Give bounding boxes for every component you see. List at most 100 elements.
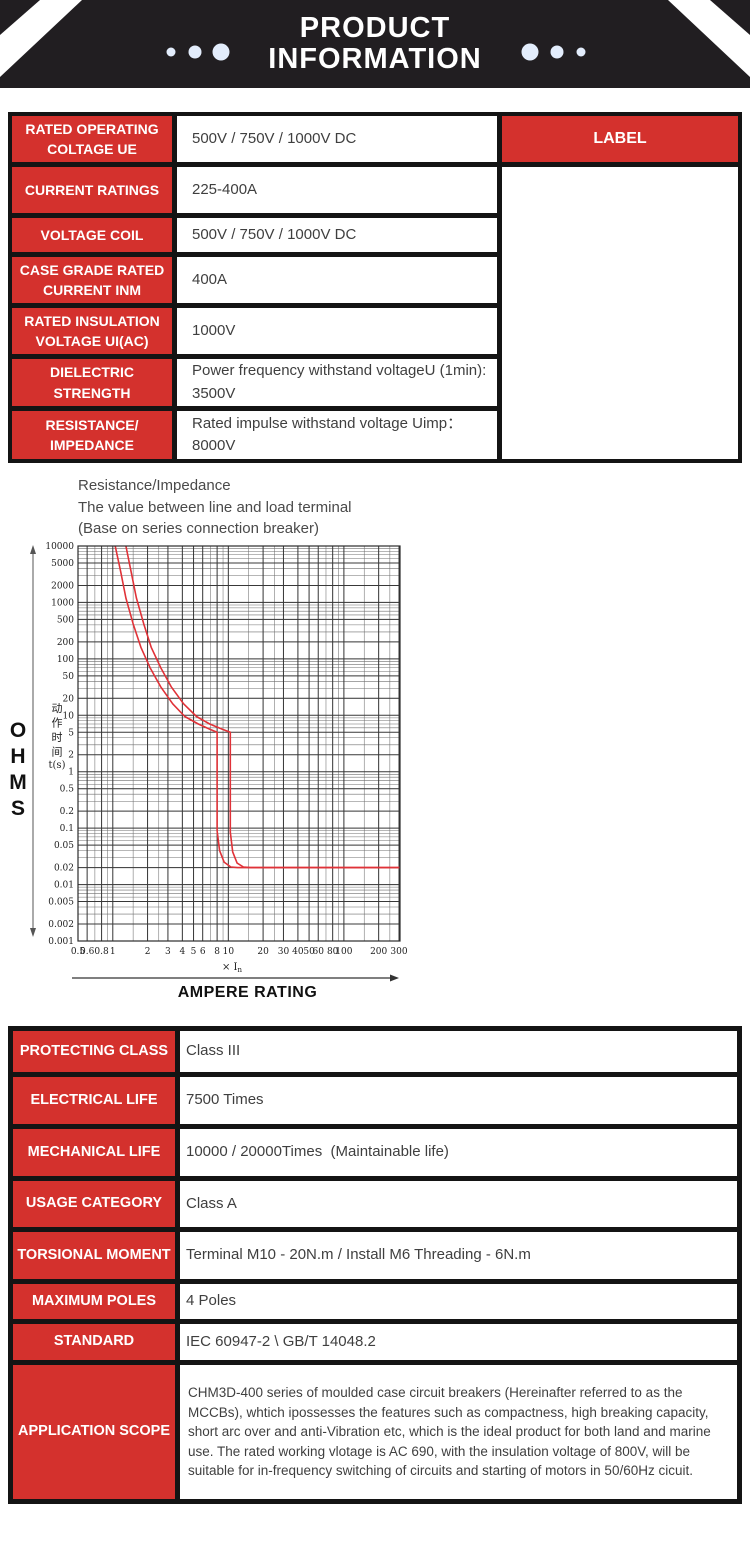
- svg-text:1: 1: [68, 768, 74, 778]
- svg-text:100: 100: [57, 655, 74, 665]
- svg-text:S: S: [11, 797, 25, 820]
- svg-text:作: 作: [52, 717, 63, 730]
- spec-value-cell: Power frequency withstand voltageU (1min…: [177, 359, 497, 406]
- svg-text:0.002: 0.002: [48, 920, 74, 930]
- trip-curve-max: [125, 546, 400, 869]
- y-axis-arrow: [30, 545, 36, 937]
- spec-value-cell: Class A: [180, 1181, 737, 1227]
- svg-text:3: 3: [165, 947, 171, 957]
- spec-label-cell: APPLICATION SCOPE: [13, 1365, 175, 1499]
- svg-text:0.5: 0.5: [71, 947, 86, 957]
- spec-label-cell: ELECTRICAL LIFE: [13, 1077, 175, 1124]
- spec-table-bottom: PROTECTING CLASS Class III ELECTRICAL LI…: [8, 1026, 742, 1504]
- spec-table-top: LABEL RATED OPERATING COLTAGE UE 500V / …: [8, 112, 742, 463]
- svg-text:时: 时: [52, 731, 63, 744]
- svg-text:100: 100: [335, 947, 352, 957]
- svg-text:20: 20: [63, 694, 75, 704]
- svg-text:6: 6: [200, 947, 206, 957]
- spec-value-cell: 10000 / 20000Times (Maintainable life): [180, 1129, 737, 1176]
- spec-label-cell: MECHANICAL LIFE: [13, 1129, 175, 1176]
- page-title: PRODUCT INFORMATION: [0, 13, 750, 75]
- x-axis-arrow: [72, 974, 399, 982]
- svg-text:0.001: 0.001: [48, 937, 74, 947]
- svg-text:2000: 2000: [51, 581, 74, 591]
- spec-value-cell: 1000V: [177, 308, 497, 354]
- spec-value-cell: Class III: [180, 1031, 737, 1072]
- label-column-header: LABEL: [502, 116, 738, 162]
- svg-text:60: 60: [313, 947, 325, 957]
- header-banner: PRODUCT INFORMATION: [0, 0, 750, 88]
- svg-text:30: 30: [278, 947, 290, 957]
- svg-text:5000: 5000: [51, 559, 74, 569]
- spec-label-cell: TORSIONAL MOMENT: [13, 1232, 175, 1279]
- svg-text:0.01: 0.01: [54, 881, 74, 891]
- svg-text:0.005: 0.005: [48, 898, 74, 908]
- svg-text:500: 500: [57, 615, 74, 625]
- decorative-dots-right: [521, 43, 586, 61]
- svg-text:0.05: 0.05: [54, 841, 74, 851]
- svg-text:5: 5: [68, 728, 74, 738]
- plot-border: [77, 545, 401, 942]
- svg-text:t(s): t(s): [49, 760, 66, 771]
- spec-label-cell: USAGE CATEGORY: [13, 1181, 175, 1227]
- svg-text:间: 间: [52, 746, 63, 759]
- spec-value-cell: 500V / 750V / 1000V DC: [177, 218, 497, 252]
- spec-label-cell: RATED INSULATION VOLTAGE UI(AC): [12, 308, 172, 354]
- chart-note-line2: The value between line and load terminal: [78, 499, 352, 516]
- svg-text:10000: 10000: [45, 542, 74, 552]
- header-stripe-right: [668, 0, 750, 77]
- svg-text:0.02: 0.02: [54, 864, 74, 874]
- spec-label-cell: RESISTANCE/ IMPEDANCE: [12, 411, 172, 459]
- svg-text:1: 1: [110, 947, 116, 957]
- spec-value-cell: 4 Poles: [180, 1284, 737, 1319]
- x-axis-title: AMPERE RATING: [177, 984, 318, 1001]
- spec-value-cell: 225-400A: [177, 167, 497, 213]
- chart-note-line3: (Base on series connection breaker): [78, 520, 319, 537]
- y-axis-tick-labels: 10000 5000 2000 1000 500 200 100 50 20 10 5 2 1 0.5 0.…: [45, 542, 74, 947]
- header-stripe-left: [0, 0, 82, 77]
- spec-label-cell: CURRENT RATINGS: [12, 167, 172, 213]
- label-column-empty-cell: [502, 167, 738, 459]
- decorative-dots-left: [166, 43, 230, 61]
- x-axis-unit-label: × In: [222, 962, 243, 974]
- svg-text:50: 50: [303, 947, 315, 957]
- spec-value-cell: 7500 Times: [180, 1077, 737, 1124]
- svg-text:0.2: 0.2: [60, 807, 74, 817]
- spec-value-cell: 400A: [177, 257, 497, 303]
- svg-text:10: 10: [63, 711, 75, 721]
- application-scope-text: CHM3D-400 series of moulded case circuit…: [180, 1365, 737, 1499]
- spec-label-cell: PROTECTING CLASS: [13, 1031, 175, 1072]
- svg-text:H: H: [10, 745, 25, 768]
- svg-text:20: 20: [257, 947, 269, 957]
- svg-text:0.8: 0.8: [94, 947, 109, 957]
- header-decorations: [0, 0, 750, 77]
- svg-text:5: 5: [191, 947, 197, 957]
- svg-text:200: 200: [57, 638, 74, 648]
- spec-label-cell: RATED OPERATING COLTAGE UE: [12, 116, 172, 162]
- chart-note-line1: Resistance/Impedance: [78, 477, 231, 494]
- svg-text:300: 300: [390, 947, 407, 957]
- svg-text:O: O: [10, 719, 26, 742]
- spec-label-cell: DIELECTRIC STRENGTH: [12, 359, 172, 406]
- svg-text:200: 200: [370, 947, 387, 957]
- spec-label-cell: MAXIMUM POLES: [13, 1284, 175, 1319]
- page-title-line2: INFORMATION: [268, 43, 482, 75]
- svg-text:80: 80: [327, 947, 339, 957]
- svg-text:4: 4: [179, 947, 185, 957]
- spec-label-cell: CASE GRADE RATED CURRENT INM: [12, 257, 172, 303]
- svg-text:10: 10: [223, 947, 235, 957]
- chart-grid: [78, 546, 400, 941]
- spec-label-cell: VOLTAGE COIL: [12, 218, 172, 252]
- svg-text:0.1: 0.1: [60, 824, 74, 834]
- svg-text:0.5: 0.5: [60, 785, 75, 795]
- svg-text:2: 2: [145, 947, 151, 957]
- spec-label-cell: STANDARD: [13, 1324, 175, 1360]
- trip-curves: [114, 546, 400, 869]
- svg-text:8: 8: [214, 947, 220, 957]
- spec-value-cell: Rated impulse withstand voltage Uimp： 80…: [177, 411, 497, 459]
- spec-value-cell: Terminal M10 - 20N.m / Install M6 Thread…: [180, 1232, 737, 1279]
